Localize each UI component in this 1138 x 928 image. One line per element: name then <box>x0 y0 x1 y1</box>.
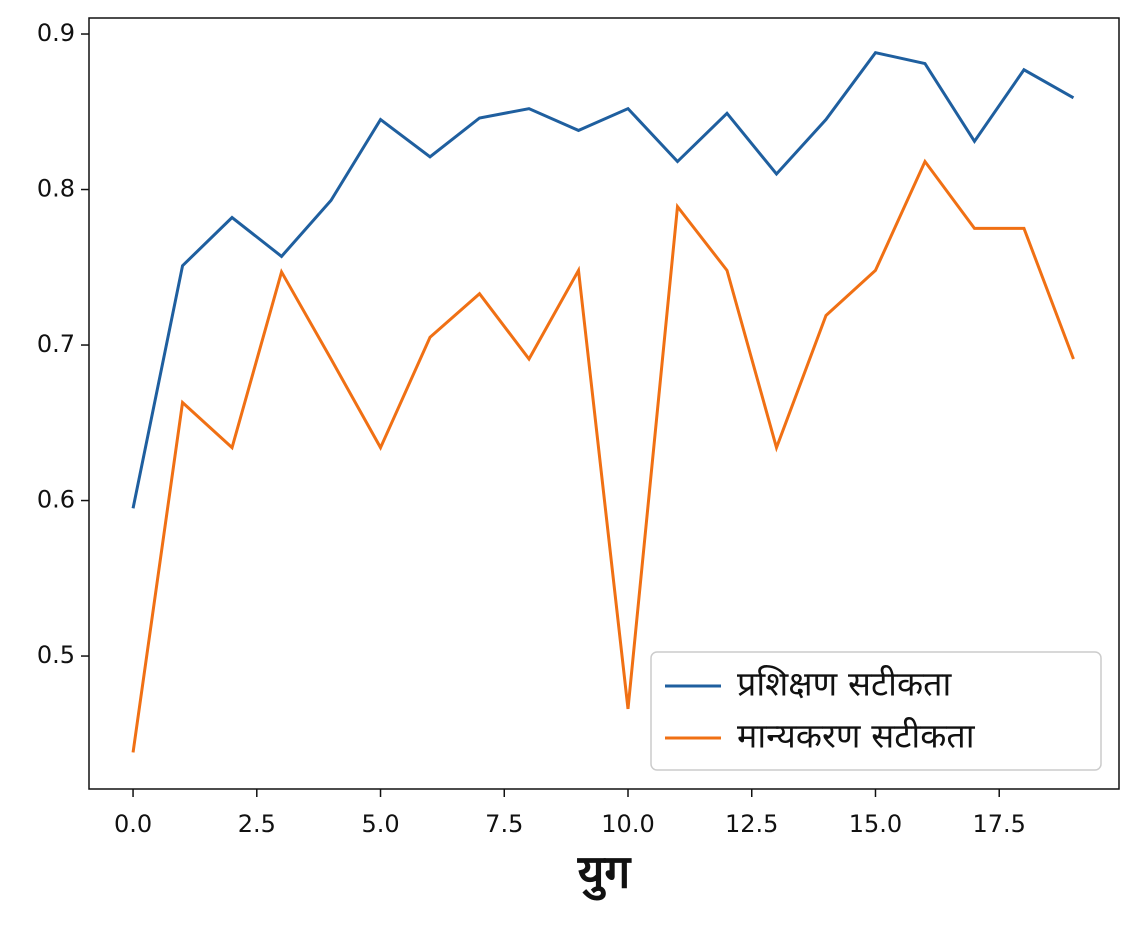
y-tick-label: 0.8 <box>37 175 75 203</box>
y-tick-label: 0.9 <box>37 19 75 47</box>
x-tick-label: 0.0 <box>114 810 152 838</box>
x-tick-label: 7.5 <box>485 810 523 838</box>
x-axis-label: युग <box>577 845 633 902</box>
line-series <box>131 51 1075 509</box>
x-tick-label: 15.0 <box>849 810 902 838</box>
y-tick-label: 0.5 <box>37 641 75 669</box>
x-tick-label: 2.5 <box>238 810 276 838</box>
legend-label: प्रशिक्षण सटीकता <box>737 665 952 705</box>
x-tick-label: 17.5 <box>973 810 1026 838</box>
y-tick-label: 0.6 <box>37 486 75 514</box>
y-tick-label: 0.7 <box>37 330 75 358</box>
legend-label: मान्यकरण सटीकता <box>737 717 976 757</box>
x-tick-label: 12.5 <box>725 810 778 838</box>
x-tick-label: 10.0 <box>601 810 654 838</box>
plot-area <box>88 17 1120 790</box>
line-series <box>131 158 1075 753</box>
x-tick-label: 5.0 <box>361 810 399 838</box>
legend-box <box>650 651 1102 771</box>
